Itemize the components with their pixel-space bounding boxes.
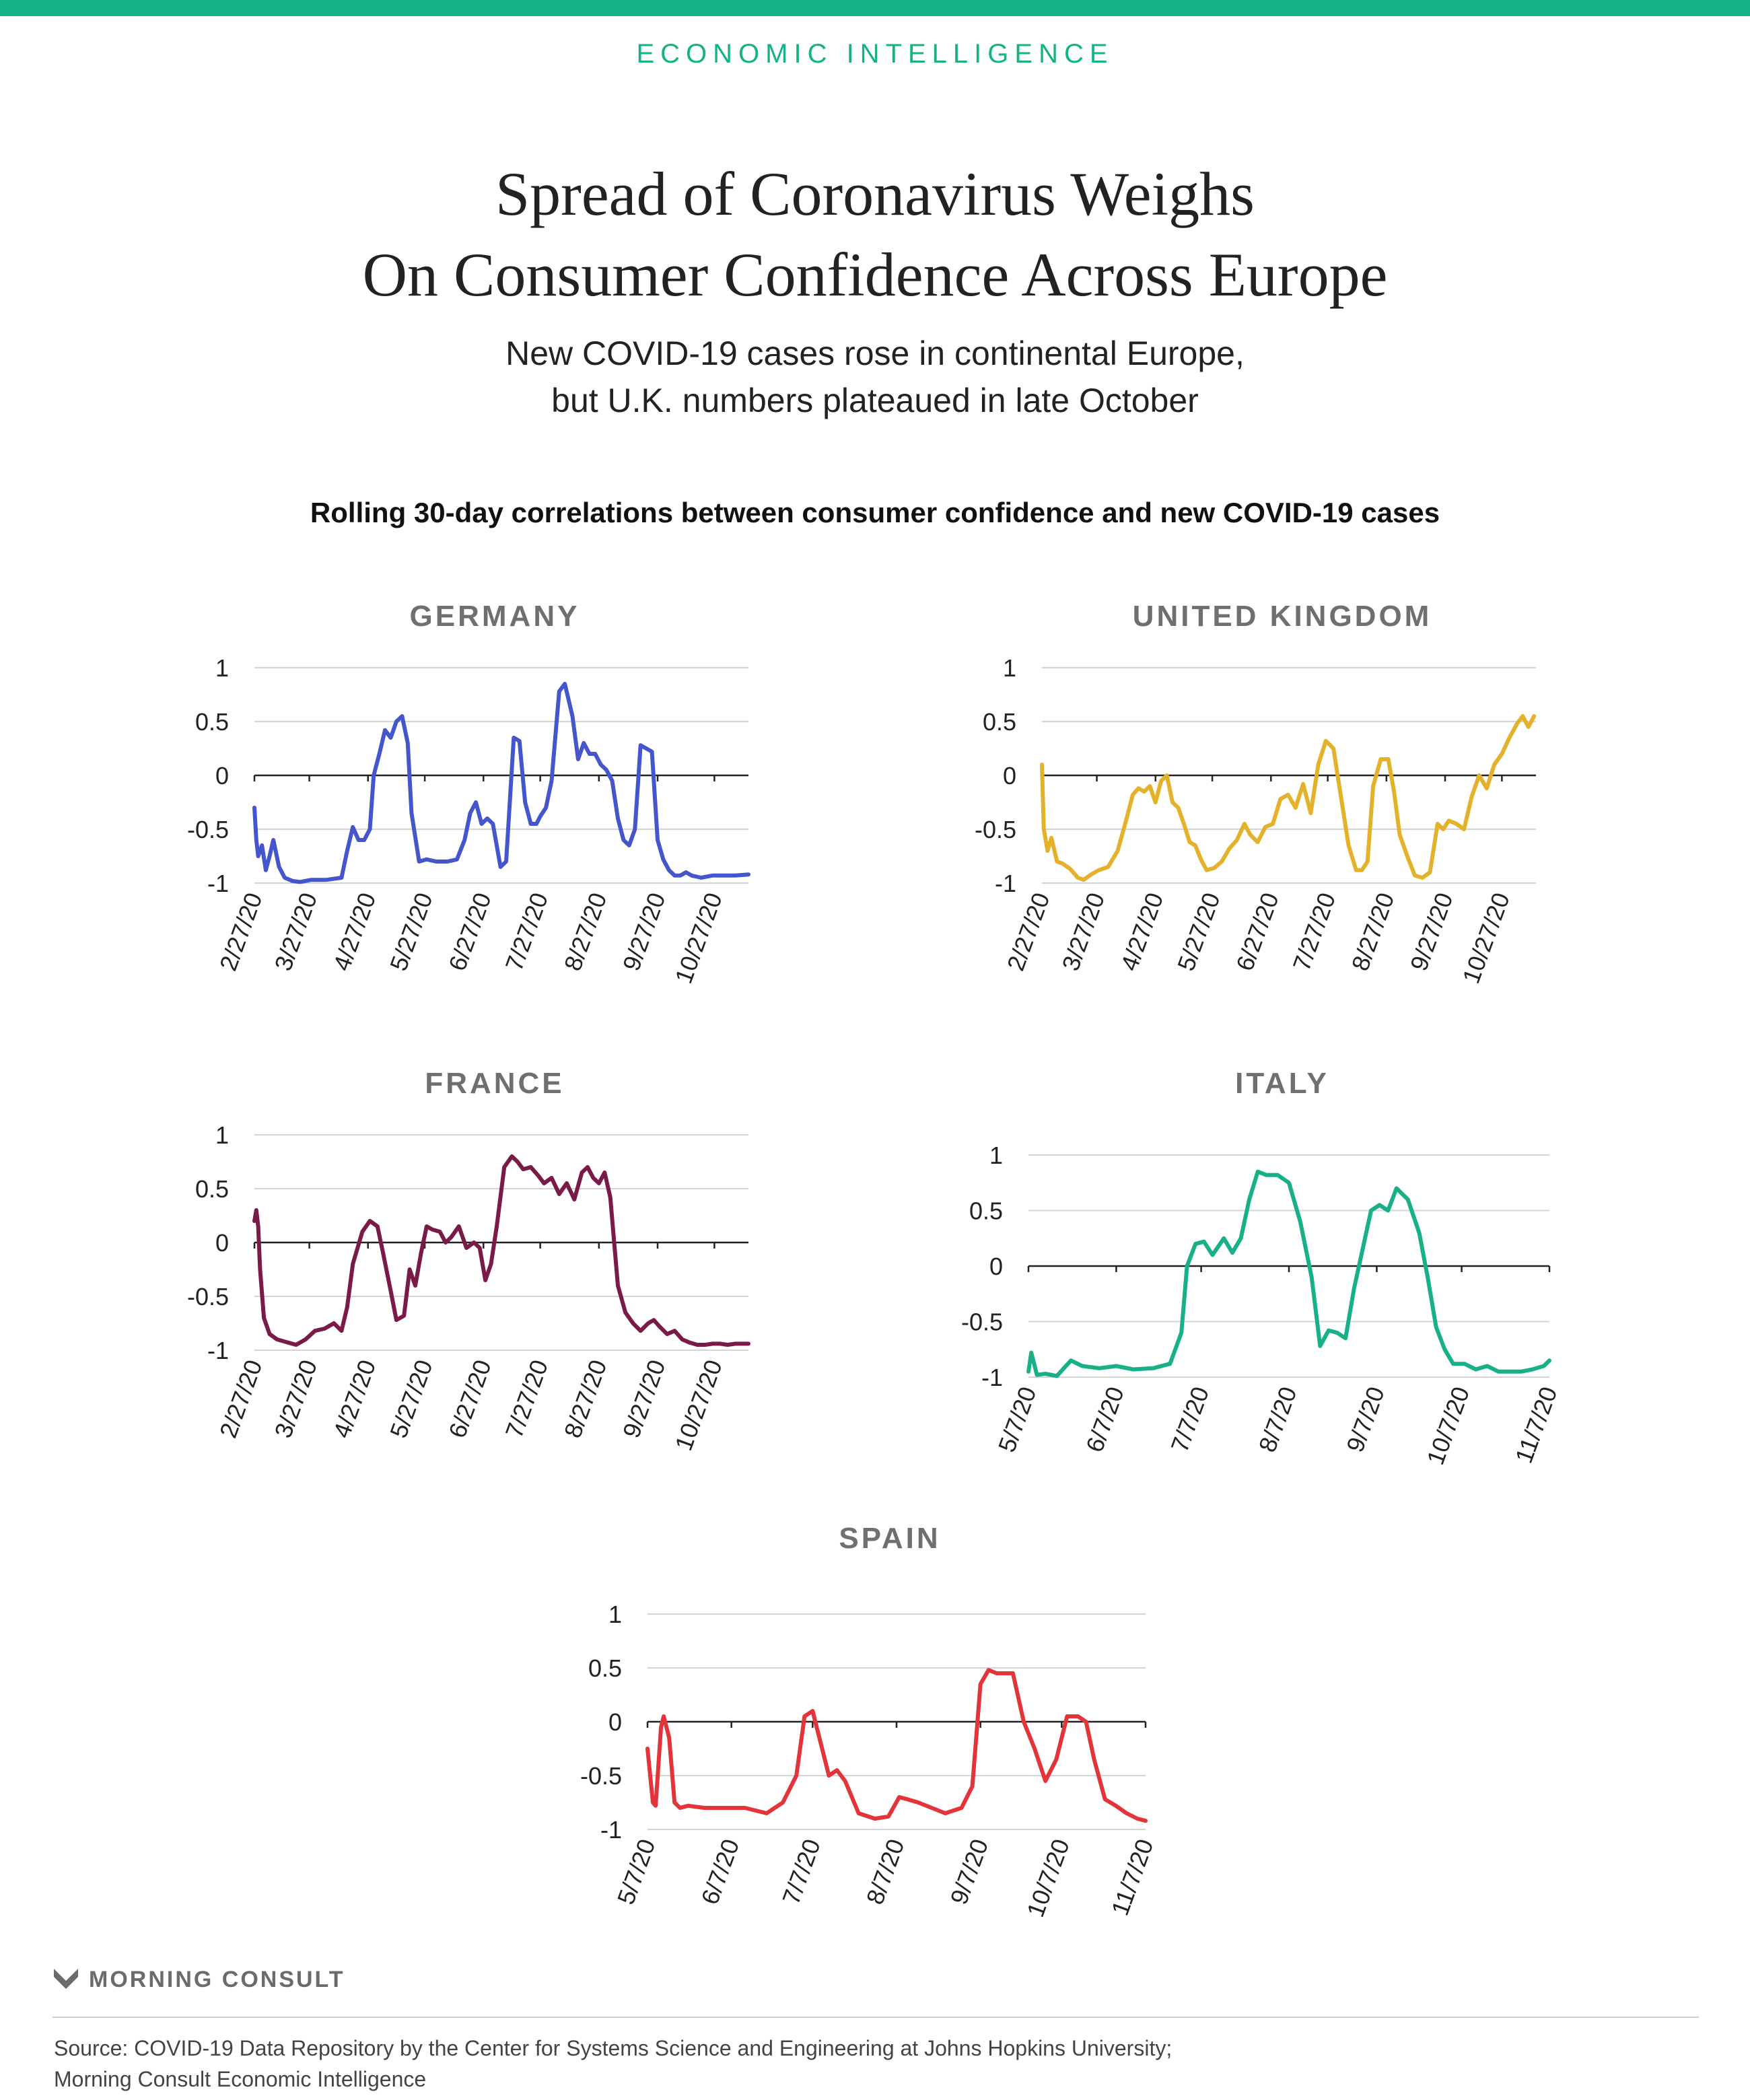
x-tick-label: 11/7/20 xyxy=(1106,1835,1159,1919)
page-title: Spread of Coronavirus Weighs On Consumer… xyxy=(0,153,1750,315)
panel-title: UNITED KINGDOM xyxy=(1133,600,1432,633)
x-tick-label: 6/27/20 xyxy=(443,1356,497,1442)
x-tick-label: 5/7/20 xyxy=(612,1835,661,1908)
x-tick-label: 11/7/20 xyxy=(1510,1383,1563,1467)
y-tick-label: 1 xyxy=(215,654,229,682)
x-tick-label: 4/27/20 xyxy=(328,889,382,975)
x-tick-label: 10/7/20 xyxy=(1422,1383,1475,1469)
x-tick-label: 3/27/20 xyxy=(269,889,322,975)
y-tick-label: -0.5 xyxy=(580,1762,622,1790)
x-tick-label: 7/27/20 xyxy=(1288,889,1341,975)
x-tick-label: 7/27/20 xyxy=(500,1356,554,1442)
x-tick-label: 6/7/20 xyxy=(695,1835,744,1908)
x-tick-label: 5/7/20 xyxy=(993,1383,1042,1456)
y-tick-label: 0 xyxy=(215,762,229,790)
x-tick-label: 7/27/20 xyxy=(500,889,554,975)
x-tick-label: 6/27/20 xyxy=(1230,889,1284,975)
source-note: Source: COVID-19 Data Repository by the … xyxy=(54,2033,1696,2095)
y-tick-label: 1 xyxy=(215,1121,229,1149)
x-tick-label: 9/7/20 xyxy=(1341,1383,1390,1456)
chart-panel-spain: SPAIN 1 0.5 0 -0.5 -15/7/20 6/7/20 7/7/20 8/7/20… xyxy=(580,1522,1159,1921)
x-tick-label: 6/27/20 xyxy=(443,889,497,975)
chart-panel-germany: GERMANY 1 0.5 0 -0.5 -12/27/20 3/27/20 4/27/20 5… xyxy=(187,600,750,987)
panel-title: ITALY xyxy=(1235,1067,1329,1100)
y-tick-label: 1 xyxy=(1003,654,1016,682)
page-subtitle: New COVID-19 cases rose in continental E… xyxy=(0,330,1750,424)
y-tick-label: -1 xyxy=(600,1816,622,1844)
top-accent-bar xyxy=(0,0,1750,16)
x-tick-label: 4/27/20 xyxy=(328,1356,382,1442)
y-tick-label: 0 xyxy=(989,1253,1003,1280)
series-line xyxy=(252,1154,750,1347)
x-tick-label: 8/7/20 xyxy=(861,1835,910,1908)
y-tick-label: -0.5 xyxy=(975,816,1016,843)
page-title-line-2: On Consumer Confidence Across Europe xyxy=(362,240,1388,309)
panel-title: GERMANY xyxy=(410,600,580,633)
y-tick-label: -1 xyxy=(207,870,229,897)
y-tick-label: 1 xyxy=(989,1142,1003,1169)
y-tick-label: 0.5 xyxy=(195,708,229,736)
y-tick-label: 0.5 xyxy=(195,1175,229,1203)
x-tick-label: 9/27/20 xyxy=(617,889,671,975)
y-tick-label: 0.5 xyxy=(588,1654,622,1682)
x-tick-label: 10/27/20 xyxy=(669,1356,727,1455)
page-subtitle-line-1: New COVID-19 cases rose in continental E… xyxy=(505,335,1245,372)
source-line-1: Source: COVID-19 Data Repository by the … xyxy=(54,2036,1172,2060)
y-tick-label: -1 xyxy=(207,1337,229,1364)
chart-panel-united-kingdom: UNITED KINGDOM 1 0.5 0 -0.5 -12/27/20 3/27/20 4… xyxy=(975,600,1537,987)
x-tick-label: 8/7/20 xyxy=(1253,1383,1302,1456)
x-tick-label: 5/27/20 xyxy=(384,889,438,975)
x-tick-label: 10/27/20 xyxy=(1457,889,1514,987)
x-tick-label: 8/27/20 xyxy=(559,1356,612,1442)
x-tick-label: 5/27/20 xyxy=(1172,889,1226,975)
series-line xyxy=(645,1668,1148,1823)
page-title-line-1: Spread of Coronavirus Weighs xyxy=(495,160,1255,228)
morning-consult-logo: MORNING CONSULT xyxy=(53,1963,345,1996)
panel-title: FRANCE xyxy=(425,1067,564,1100)
series-line xyxy=(1040,714,1537,882)
series-line xyxy=(1026,1169,1551,1378)
footer-divider xyxy=(53,2017,1699,2018)
y-tick-label: 0.5 xyxy=(983,708,1016,736)
y-tick-label: -0.5 xyxy=(187,816,229,843)
y-tick-label: -1 xyxy=(995,870,1016,897)
x-tick-label: 4/27/20 xyxy=(1115,889,1169,975)
series-line xyxy=(252,682,750,884)
y-tick-label: 1 xyxy=(608,1601,622,1628)
y-tick-label: 0.5 xyxy=(969,1197,1003,1225)
chart-panel-france: FRANCE 1 0.5 0 -0.5 -12/27/20 3/27/20 4/27/20 5/… xyxy=(187,1067,750,1455)
source-line-2: Morning Consult Economic Intelligence xyxy=(54,2067,427,2091)
panel-title: SPAIN xyxy=(839,1522,940,1555)
eyebrow-label: ECONOMIC INTELLIGENCE xyxy=(636,39,1114,69)
x-tick-label: 2/27/20 xyxy=(214,889,268,975)
x-tick-label: 2/27/20 xyxy=(214,1356,268,1442)
y-tick-label: 0 xyxy=(215,1229,229,1257)
page-subtitle-line-2: but U.K. numbers plateaued in late Octob… xyxy=(551,382,1199,419)
x-tick-label: 6/7/20 xyxy=(1080,1383,1129,1456)
y-tick-label: -0.5 xyxy=(187,1283,229,1310)
x-tick-label: 9/7/20 xyxy=(944,1835,993,1908)
x-tick-label: 8/27/20 xyxy=(1346,889,1400,975)
x-tick-label: 10/27/20 xyxy=(669,889,727,987)
x-tick-label: 8/27/20 xyxy=(559,889,612,975)
y-tick-label: -1 xyxy=(981,1364,1003,1391)
x-tick-label: 9/27/20 xyxy=(1405,889,1459,975)
chart-heading: Rolling 30-day correlations between cons… xyxy=(310,497,1440,528)
logo-text: MORNING CONSULT xyxy=(89,1966,345,1992)
x-tick-label: 7/7/20 xyxy=(1165,1383,1214,1456)
morning-consult-m-icon xyxy=(54,1969,78,1989)
x-tick-label: 5/27/20 xyxy=(384,1356,438,1442)
chart-panel-italy: ITALY 1 0.5 0 -0.5 -15/7/20 6/7/20 7/7/20 8/7/20… xyxy=(961,1067,1563,1469)
x-tick-label: 9/27/20 xyxy=(617,1356,671,1442)
x-tick-label: 7/7/20 xyxy=(777,1835,826,1908)
y-tick-label: 0 xyxy=(608,1708,622,1736)
y-tick-label: -0.5 xyxy=(961,1308,1003,1336)
x-tick-label: 10/7/20 xyxy=(1021,1835,1075,1921)
x-tick-label: 3/27/20 xyxy=(269,1356,322,1442)
x-tick-label: 2/27/20 xyxy=(1002,889,1055,975)
x-tick-label: 3/27/20 xyxy=(1056,889,1110,975)
y-tick-label: 0 xyxy=(1003,762,1016,790)
